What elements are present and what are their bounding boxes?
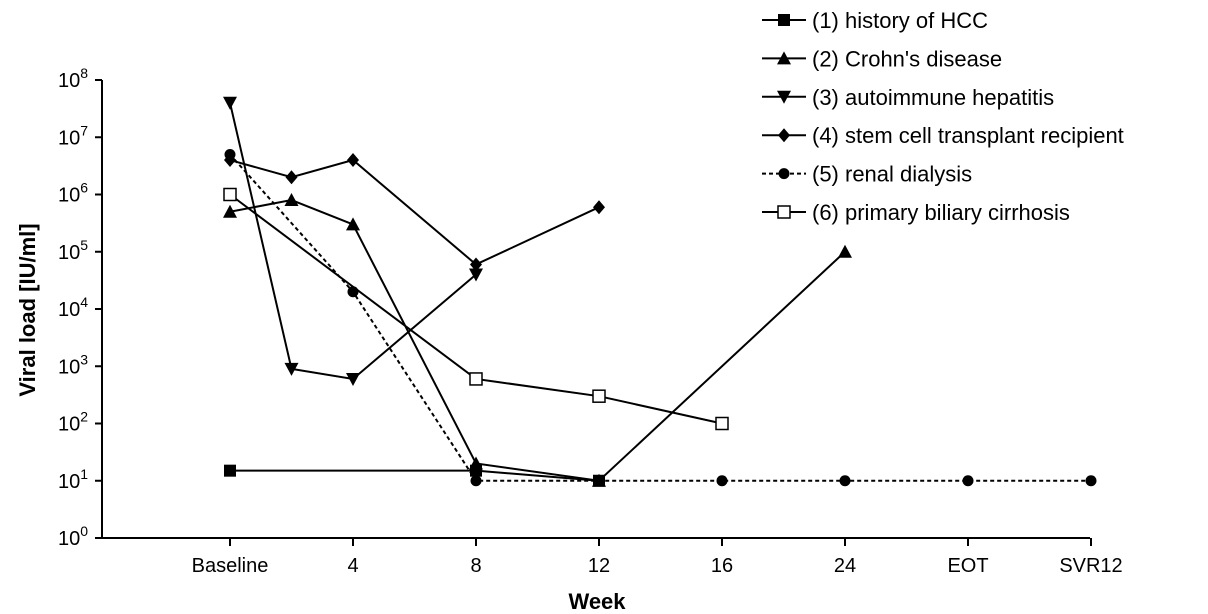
x-tick-label: 4: [347, 555, 358, 577]
data-point: [838, 244, 852, 258]
legend-label: (4) stem cell transplant recipient: [812, 123, 1124, 148]
x-axis-title: Week: [568, 589, 626, 614]
data-point: [469, 372, 483, 386]
series-6: [223, 187, 729, 431]
legend-marker: [778, 128, 790, 143]
series-line: [229, 158, 600, 266]
legend-marker: [778, 168, 790, 180]
data-point: [469, 268, 483, 282]
y-tick-label: 106: [58, 180, 88, 207]
legend-marker: [778, 14, 790, 26]
data-point: [593, 475, 605, 487]
series-line: [229, 199, 846, 482]
legend-item: (1) history of HCC: [762, 8, 988, 33]
y-tick-label: 102: [58, 409, 88, 436]
legend-item: (2) Crohn's disease: [762, 46, 1002, 71]
legend-label: (2) Crohn's disease: [812, 46, 1002, 71]
data-point: [224, 464, 236, 477]
series-1: [224, 464, 605, 487]
data-point: [284, 193, 299, 207]
x-tick-label: 24: [834, 555, 856, 577]
series-4: [224, 153, 605, 272]
legend-item: (6) primary biliary cirrhosis: [762, 200, 1070, 225]
data-point: [592, 389, 606, 403]
legend-item: (3) autoimmune hepatitis: [762, 85, 1054, 110]
data-point: [962, 475, 974, 487]
x-tick-label: 16: [711, 555, 733, 577]
series-2: [223, 193, 852, 487]
y-tick-label: 105: [58, 237, 88, 264]
legend-item: (4) stem cell transplant recipient: [762, 123, 1124, 148]
data-point: [223, 96, 237, 110]
y-tick-label: 104: [58, 294, 88, 321]
data-point: [223, 204, 237, 218]
legend-marker: [777, 51, 791, 65]
series-5: [224, 148, 1097, 487]
y-tick-label: 107: [58, 122, 88, 149]
legend-label: (3) autoimmune hepatitis: [812, 85, 1054, 110]
data-point: [347, 153, 359, 168]
series-line: [229, 102, 477, 381]
x-tick-label: EOT: [947, 555, 988, 577]
x-tick-label: 12: [588, 555, 610, 577]
y-axis-title: Viral load [IU/ml]: [15, 223, 40, 396]
legend-label: (1) history of HCC: [812, 8, 988, 33]
legend-label: (5) renal dialysis: [812, 162, 972, 187]
x-tick-label: 8: [470, 555, 481, 577]
series-layer: [223, 96, 1097, 487]
y-tick-label: 100: [58, 523, 88, 550]
legend-label: (6) primary biliary cirrhosis: [812, 200, 1070, 225]
y-tick-label: 108: [58, 65, 88, 92]
data-point: [346, 217, 360, 231]
data-point: [224, 148, 236, 160]
axes: 100 101 102 103 104 105 106 107 108 Baseline 4 8 12 1…: [58, 65, 1123, 577]
data-point: [285, 170, 298, 185]
data-point: [346, 372, 360, 386]
data-point: [716, 475, 728, 487]
y-tick-label: 101: [58, 466, 88, 493]
legend-marker: [777, 205, 791, 219]
data-point: [593, 200, 605, 215]
series-line: [229, 193, 723, 425]
data-point: [715, 416, 729, 431]
series-3: [223, 96, 483, 386]
x-tick-label: SVR12: [1059, 555, 1122, 577]
x-tick-label: Baseline: [192, 555, 269, 577]
data-point: [839, 475, 851, 487]
data-point: [1085, 475, 1097, 487]
data-point: [284, 362, 299, 376]
legend-marker: [777, 90, 791, 104]
data-point: [469, 456, 483, 470]
legend: (1) history of HCC (2) Crohn's disease (3)…: [762, 8, 1124, 225]
data-point: [470, 257, 482, 272]
data-point: [470, 475, 482, 487]
legend-item: (5) renal dialysis: [762, 162, 972, 187]
y-tick-label: 103: [58, 351, 88, 378]
data-point: [223, 187, 237, 202]
